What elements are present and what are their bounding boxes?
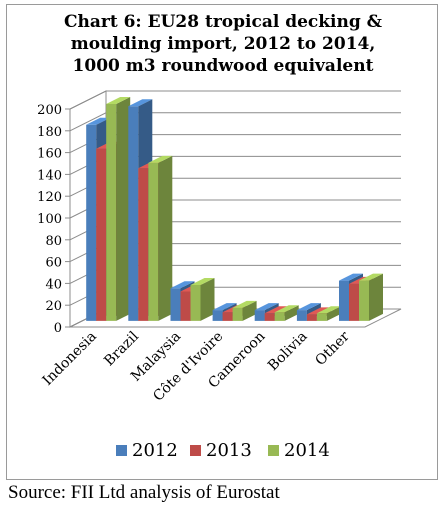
bar-front [180, 291, 191, 321]
bar-2014-Côte d'Ivoire [232, 300, 257, 321]
bar-2014-Cameroon [274, 305, 299, 321]
bar-top [106, 97, 131, 104]
y-tick-label: 0 [54, 321, 62, 336]
y-axis-ticks: 0 20 40 60 80 100 120 140 160 180 200 [37, 103, 62, 336]
bars [86, 97, 383, 321]
bar-side [369, 273, 383, 321]
y-tick-label: 120 [37, 190, 62, 205]
y-tick-label: 140 [37, 168, 62, 183]
bar-top [128, 99, 153, 107]
bar-top [232, 300, 257, 308]
bar-top [316, 306, 341, 314]
chart-title-line-3: 1000 m3 roundwood equivalent [72, 56, 374, 76]
y-tick-label: 160 [37, 147, 62, 162]
bar-top [359, 273, 383, 281]
bar-side [326, 306, 341, 321]
bar-2014-Indonesia [106, 97, 131, 321]
bar-front [232, 307, 243, 321]
bar-2014-Bolivia [316, 306, 341, 321]
legend-swatch-2014 [268, 445, 279, 456]
bar-front [148, 162, 159, 321]
bar-front [254, 310, 265, 321]
bar-top [264, 306, 289, 314]
bar-side [116, 97, 131, 321]
bar-side [158, 155, 173, 321]
legend-swatch-2012 [116, 445, 127, 456]
legend-label: 2014 [284, 440, 330, 461]
bar-top [190, 278, 215, 285]
bar-side [284, 305, 299, 321]
bar-top [148, 155, 173, 163]
bar-front [96, 148, 107, 321]
x-category-label: Indonesia [40, 329, 100, 389]
bar-front [86, 124, 97, 321]
bar-top [212, 303, 237, 311]
source-note: Source: FII Ltd analysis of Eurostat [8, 482, 280, 503]
bar-2014-Malaysia [190, 278, 215, 321]
bar-top [86, 117, 111, 125]
chart-title-line-2: moulding import, 2012 to 2014, [70, 34, 376, 54]
bar-front [349, 283, 359, 321]
y-tick-label: 80 [45, 234, 62, 249]
bar-front [306, 314, 317, 321]
legend: 2012 2013 2014 [116, 440, 330, 461]
x-category-label: Brazil [101, 328, 142, 369]
legend-label: 2013 [206, 440, 252, 461]
bar-front [359, 280, 369, 321]
bar-front [316, 313, 327, 321]
y-tick-label: 60 [45, 256, 62, 271]
gridline-200 [69, 90, 401, 110]
bar-front [212, 310, 223, 321]
bar-front [190, 285, 201, 321]
x-category-label: Bolivia [265, 329, 311, 375]
bar-front [339, 280, 349, 321]
bar-top [306, 307, 331, 315]
bar-top [296, 303, 321, 311]
y-tick-label: 40 [45, 277, 62, 292]
legend-swatch-2013 [190, 445, 201, 456]
bar-top [274, 305, 299, 313]
bar-side [200, 278, 215, 321]
bar-front [222, 312, 233, 321]
bar-side [242, 300, 257, 321]
bar-top [170, 281, 195, 289]
bar-2014-Other [359, 273, 383, 321]
bar-front [296, 310, 307, 321]
bar-front [274, 312, 285, 321]
y-tick-label: 100 [37, 212, 62, 227]
x-category-label: Other [312, 328, 353, 369]
chart-title: Chart 6: EU28 tropical decking & mouldin… [7, 11, 439, 77]
y-tick-label: 20 [45, 299, 62, 314]
bar-top [254, 303, 279, 311]
bar-top [339, 273, 363, 281]
gridline-180 [69, 112, 401, 132]
y-tick-label: 200 [37, 103, 62, 118]
bar-front [106, 104, 117, 321]
bar-front [264, 313, 275, 321]
bar-2014-Brazil [148, 155, 173, 321]
bar-front [138, 168, 149, 321]
y-tick-label: 180 [37, 125, 62, 140]
bar-chart-3d: 0 20 40 60 80 100 120 140 160 180 200 Indonesia Bra… [37, 90, 402, 461]
chart-title-line-1: Chart 6: EU28 tropical decking & [63, 12, 383, 32]
bar-front [170, 288, 181, 321]
bar-front [128, 106, 139, 321]
legend-label: 2012 [132, 440, 178, 461]
